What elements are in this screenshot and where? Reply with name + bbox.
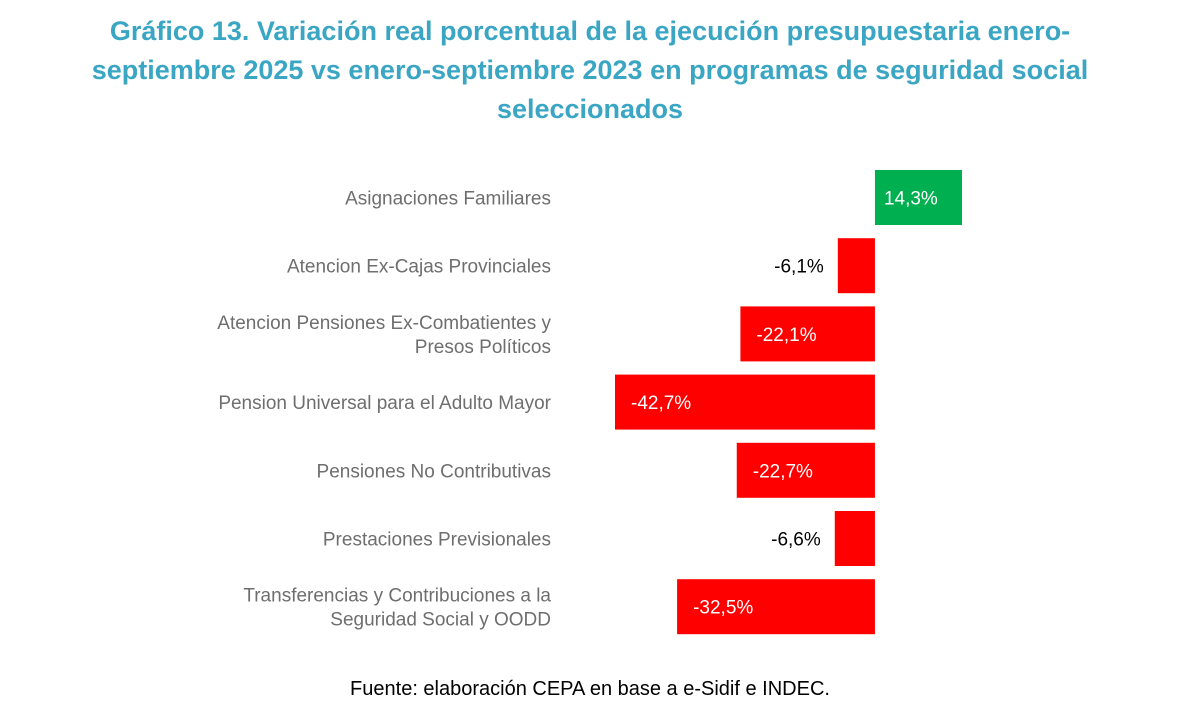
category-label-line: Pension Universal para el Adulto Mayor [218, 393, 551, 414]
category-label: Atencion Ex-Cajas Provinciales [287, 257, 551, 278]
category-label-line: Pensiones No Contributivas [317, 461, 551, 482]
bar [834, 511, 875, 566]
category-label-line: Atencion Pensiones Ex-Combatientes y [217, 313, 551, 334]
category-label: Atencion Pensiones Ex-Combatientes y Pres… [217, 313, 551, 358]
data-label: -42,7% [631, 393, 691, 414]
category-label-line: Asignaciones Familiares [345, 189, 551, 210]
category-label-line: Transferencias y Contribuciones a la [243, 586, 551, 607]
data-label: -22,1% [756, 325, 816, 346]
category-label: Pensiones No Contributivas [317, 461, 551, 482]
bar [615, 374, 875, 430]
data-label: -22,7% [753, 461, 813, 482]
data-label: -6,1% [774, 257, 824, 278]
category-label-line: Seguridad Social y OODD [330, 610, 551, 631]
bar [736, 442, 875, 498]
category-label-line: Prestaciones Previsionales [323, 530, 551, 551]
bar [837, 238, 875, 294]
data-label: -6,6% [771, 530, 821, 551]
data-label: -32,5% [693, 598, 753, 619]
category-label: Pension Universal para el Adulto Mayor [218, 393, 551, 414]
chart-title-line: septiembre 2025 vs enero-septiembre 2023… [91, 55, 1089, 85]
category-label-line: Atencion Ex-Cajas Provinciales [287, 257, 551, 278]
source-note: Fuente: elaboración CEPA en base a e-Sid… [350, 678, 830, 700]
chart-title-line: Gráfico 13. Variación real porcentual de… [109, 16, 1071, 46]
chart-title-line: seleccionados [496, 94, 684, 124]
chart-title: Gráfico 13. Variación real porcentual de… [40, 12, 1140, 129]
category-label: Asignaciones Familiares [345, 189, 551, 210]
category-label-line: Presos Políticos [415, 337, 551, 358]
bar [677, 579, 875, 635]
data-label: 14,3% [884, 189, 938, 210]
bar [874, 170, 962, 225]
category-label: Prestaciones Previsionales [323, 530, 551, 551]
category-label: Transferencias y Contribuciones a la Segu… [243, 586, 551, 631]
bar [740, 306, 875, 362]
